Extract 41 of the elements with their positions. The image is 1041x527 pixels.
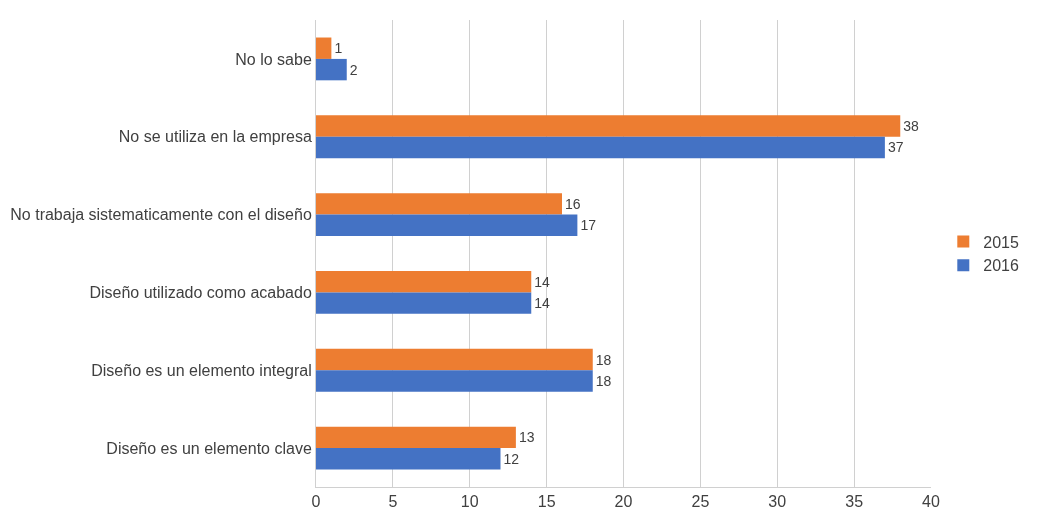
bar	[316, 370, 593, 392]
x-tick-label: 0	[311, 493, 321, 511]
bar	[316, 58, 347, 81]
bar	[316, 271, 532, 293]
legend-label: 2016	[983, 257, 1019, 275]
x-tick-label: 20	[614, 493, 633, 511]
x-tick-label: 25	[691, 493, 710, 511]
x-tick-label: 40	[922, 493, 940, 511]
y-tick-label: No trabaja sistematicamente con el diseño	[10, 206, 312, 224]
data-label: 1	[334, 40, 343, 57]
data-label: 17	[580, 217, 597, 234]
x-tick-label: 35	[845, 493, 864, 511]
y-tick-label: Diseño utilizado como acabado	[89, 284, 312, 302]
x-tick-label: 15	[537, 493, 556, 511]
x-tick-label: 30	[768, 493, 787, 511]
data-label: 14	[534, 273, 551, 290]
bar	[316, 115, 901, 137]
y-tick-label: No lo sabe	[235, 50, 312, 68]
legend-label: 2015	[983, 233, 1019, 251]
data-label: 18	[595, 351, 612, 368]
data-label: 18	[595, 372, 612, 389]
bar	[316, 448, 501, 470]
bar	[316, 348, 593, 371]
data-label: 37	[887, 139, 904, 156]
bar	[316, 426, 516, 449]
bar	[316, 37, 332, 59]
y-tick-label: No se utiliza en la empresa	[118, 128, 312, 146]
bar	[316, 214, 578, 236]
data-label: 38	[903, 118, 920, 135]
bar	[316, 136, 885, 159]
data-label: 2	[349, 61, 358, 78]
x-tick-label: 5	[388, 493, 398, 511]
bar	[316, 193, 562, 215]
y-tick-label: Diseño es un elemento clave	[106, 439, 312, 457]
data-label: 12	[503, 450, 520, 467]
y-tick-label: Diseño es un elemento integral	[91, 361, 312, 379]
data-label: 14	[534, 295, 551, 312]
bar	[316, 292, 532, 314]
x-tick-label: 10	[460, 493, 479, 511]
data-label: 13	[518, 429, 535, 446]
data-label: 16	[565, 195, 581, 212]
